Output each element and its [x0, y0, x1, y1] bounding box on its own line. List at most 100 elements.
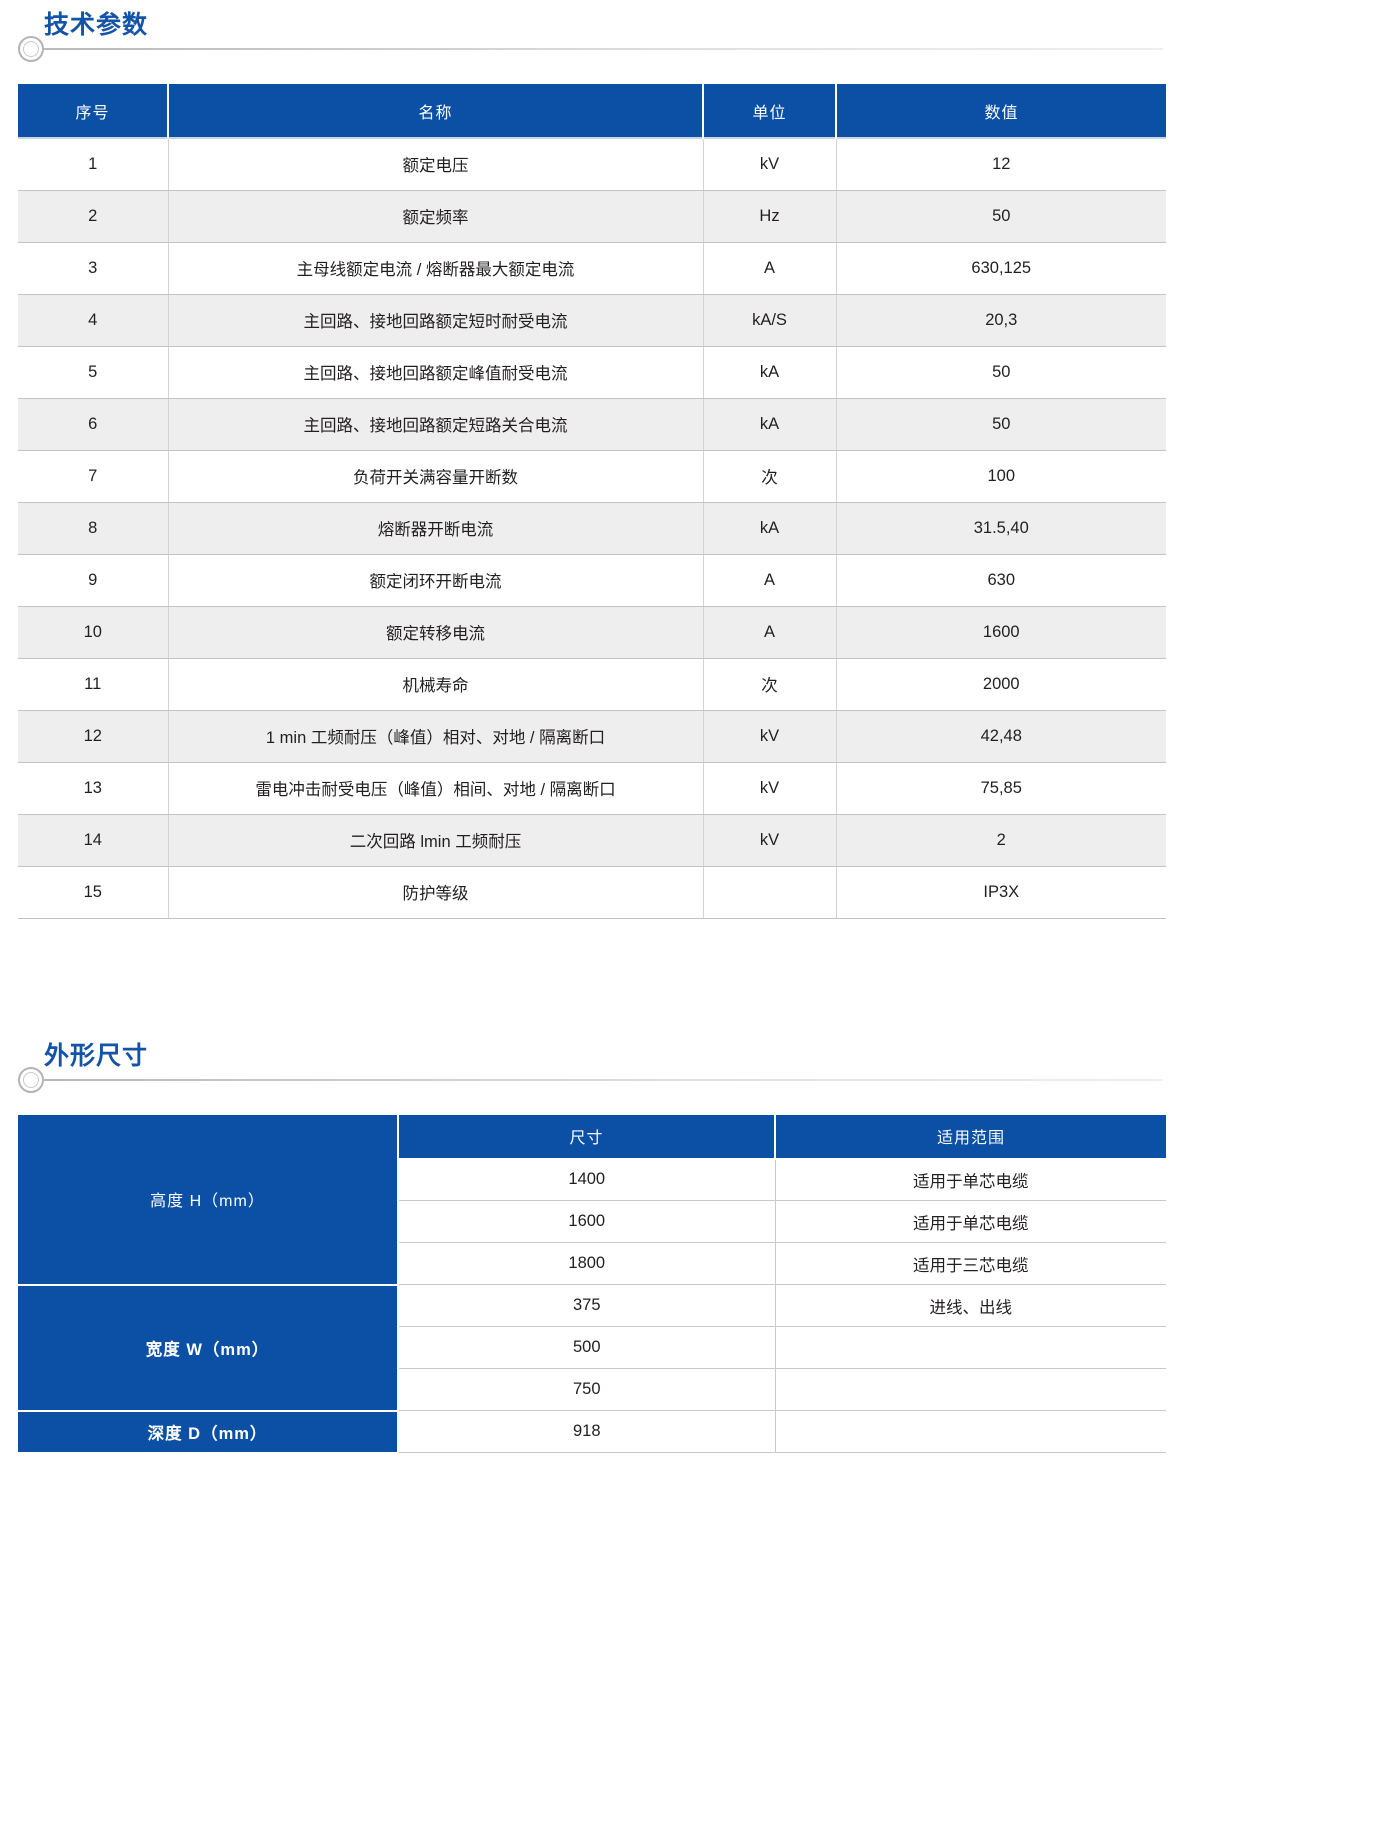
table-row: 7 负荷开关满容量开断数次 100	[18, 450, 1166, 503]
spec-cell-unit: A	[703, 554, 837, 607]
spec-cell-unit: Hz	[703, 190, 837, 243]
spec-cell-unit: kV	[703, 814, 837, 867]
dimension-size-value: 918	[398, 1410, 776, 1453]
dimension-table-body: 高度 H（mm） 尺寸 适用范围 1400 适用于单芯电缆 1600 适用于单芯…	[18, 1114, 1166, 1454]
spec-cell-name: 额定电压	[168, 138, 704, 191]
spec-cell-no: 7	[18, 450, 169, 503]
dimension-group-label-height: 高度 H（mm）	[18, 1114, 399, 1286]
spec-cell-value: 2000	[836, 658, 1166, 711]
spec-cell-value: 630	[836, 554, 1166, 607]
datasheet-page: 技术参数 序号 名称 单位 数值 1 额定电压 kV 12 2 额定频率 Hz 50 3 主母…	[0, 0, 1373, 1454]
spec-cell-no: 5	[18, 346, 169, 399]
spec-cell-name: 雷电冲击耐受电压（峰值）相间、对地 / 隔离断口	[168, 762, 704, 815]
ring-bullet-icon	[18, 36, 44, 62]
dimension-group-label-depth: 深度 D（mm）	[18, 1410, 399, 1454]
table-row: 3 主母线额定电流 / 熔断器最大额定电流 A 630,125	[18, 242, 1166, 295]
dimension-size-value: 375	[398, 1284, 776, 1327]
spec-cell-value: 50	[836, 398, 1166, 451]
section-title-dimension: 外形尺寸	[44, 1038, 159, 1073]
spec-cell-value: 100	[836, 450, 1166, 503]
spec-cell-value: 42,48	[836, 710, 1166, 763]
spec-col-header-unit: 单位	[703, 84, 837, 138]
spec-col-header-value: 数值	[836, 84, 1166, 138]
table-row: 13 雷电冲击耐受电压（峰值）相间、对地 / 隔离断口 kV 75,85	[18, 762, 1166, 815]
dimension-size-value: 1600	[398, 1200, 776, 1243]
spec-cell-unit: 次	[703, 658, 837, 711]
spec-cell-value: 2	[836, 814, 1166, 867]
spec-cell-no: 14	[18, 814, 169, 867]
spec-cell-unit: kA/S	[703, 294, 837, 347]
spec-cell-no: 1	[18, 138, 169, 191]
spec-cell-no: 6	[18, 398, 169, 451]
spec-cell-value: IP3X	[836, 866, 1166, 919]
spec-cell-name: 主回路、接地回路额定峰值耐受电流	[168, 346, 704, 399]
table-row: 5 主回路、接地回路额定峰值耐受电流 kA 50	[18, 346, 1166, 399]
spec-col-header-name: 名称	[168, 84, 704, 138]
spec-cell-no: 10	[18, 606, 169, 659]
spec-cell-unit: kA	[703, 346, 837, 399]
table-row: 1600 适用于单芯电缆	[18, 1200, 1166, 1243]
table-row: 15 防护等级 IP3X	[18, 866, 1166, 919]
dimension-group-label-width: 宽度 W（mm）	[18, 1284, 399, 1412]
spec-cell-no: 15	[18, 866, 169, 919]
spec-table-head: 序号 名称 单位 数值	[18, 84, 1166, 138]
spec-cell-no: 8	[18, 502, 169, 555]
table-row: 深度 D（mm） 918	[18, 1410, 1166, 1454]
spec-cell-value: 12	[836, 138, 1166, 191]
spec-cell-value: 50	[836, 190, 1166, 243]
spec-cell-no: 9	[18, 554, 169, 607]
dimension-scope-value	[775, 1410, 1166, 1453]
dimension-scope-value: 适用于单芯电缆	[775, 1200, 1166, 1243]
table-row: 1 额定电压 kV 12	[18, 138, 1166, 191]
spec-cell-value: 75,85	[836, 762, 1166, 815]
ring-bullet-icon	[18, 1066, 44, 1093]
spec-col-header-no: 序号	[18, 84, 169, 138]
spec-cell-name: 二次回路 lmin 工频耐压	[168, 814, 704, 867]
spec-cell-value: 1600	[836, 606, 1166, 659]
spec-cell-unit: kA	[703, 502, 837, 555]
table-row: 4 主回路、接地回路额定短时耐受电流 kA/S 20,3	[18, 294, 1166, 347]
spec-cell-no: 2	[18, 190, 169, 243]
spec-cell-no: 11	[18, 658, 169, 711]
spec-cell-name: 负荷开关满容量开断数	[168, 450, 704, 503]
spec-cell-name: 1 min 工频耐压（峰值）相对、对地 / 隔离断口	[168, 710, 704, 763]
table-row: 500	[18, 1326, 1166, 1369]
dimension-scope-value: 适用于单芯电缆	[775, 1158, 1166, 1201]
spec-cell-no: 4	[18, 294, 169, 347]
spec-header-row: 序号 名称 单位 数值	[18, 84, 1166, 138]
spec-cell-name: 主回路、接地回路额定短时耐受电流	[168, 294, 704, 347]
dimension-scope-value: 适用于三芯电缆	[775, 1242, 1166, 1285]
dimension-size-value: 1800	[398, 1242, 776, 1285]
table-row: 8 熔断器开断电流 kA 31.5,40	[18, 502, 1166, 555]
spec-cell-unit: A	[703, 242, 837, 295]
spec-table-body: 1 额定电压 kV 12 2 额定频率 Hz 50 3 主母线额定电流 / 熔断器最大额定电流…	[18, 138, 1166, 919]
dimension-scope-value	[775, 1326, 1166, 1369]
dimension-col-header-size: 尺寸	[398, 1114, 776, 1160]
dimension-size-value: 1400	[398, 1158, 776, 1201]
spec-cell-unit: 次	[703, 450, 837, 503]
table-row: 10 额定转移电流 A 1600	[18, 606, 1166, 659]
table-row: 14 二次回路 lmin 工频耐压 kV 2	[18, 814, 1166, 867]
dimension-size-value: 750	[398, 1368, 776, 1411]
section-title-spec: 技术参数	[44, 8, 159, 42]
table-row: 1400 适用于单芯电缆	[18, 1158, 1166, 1201]
spec-cell-value: 50	[836, 346, 1166, 399]
spec-cell-name: 主母线额定电流 / 熔断器最大额定电流	[168, 242, 704, 295]
spec-cell-value: 20,3	[836, 294, 1166, 347]
spec-cell-unit: kV	[703, 762, 837, 815]
section-header-dimension: 外形尺寸	[18, 1031, 1163, 1093]
technical-parameters-table: 序号 名称 单位 数值 1 额定电压 kV 12 2 额定频率 Hz 50 3 主母线额定电流…	[18, 84, 1166, 919]
section-header-spec: 技术参数	[18, 0, 1163, 62]
spec-cell-no: 13	[18, 762, 169, 815]
spec-cell-name: 防护等级	[168, 866, 704, 919]
section-gap	[0, 919, 1373, 1031]
spec-cell-name: 熔断器开断电流	[168, 502, 704, 555]
dimension-col-header-scope: 适用范围	[775, 1114, 1166, 1160]
spec-cell-unit: kA	[703, 398, 837, 451]
spec-cell-unit	[703, 866, 837, 919]
spec-cell-no: 3	[18, 242, 169, 295]
spec-cell-name: 主回路、接地回路额定短路关合电流	[168, 398, 704, 451]
spec-cell-unit: A	[703, 606, 837, 659]
dimension-size-value: 500	[398, 1326, 776, 1369]
dimension-scope-value	[775, 1368, 1166, 1411]
